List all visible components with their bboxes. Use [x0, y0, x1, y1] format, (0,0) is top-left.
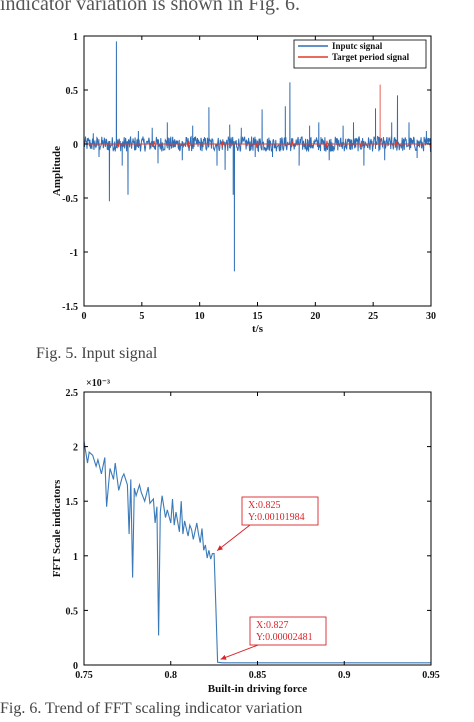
y-axis-multiplier: ×10⁻³ [86, 378, 110, 389]
data-tip-text: Y:0.00002481 [256, 632, 313, 643]
x-tick-label: 0 [82, 311, 87, 322]
legend-entry: Target period signal [332, 52, 410, 62]
x-tick-label: 25 [368, 311, 378, 322]
input-signal-plot-area [83, 41, 432, 272]
x-tick-label: 15 [253, 311, 263, 322]
x-tick-label: 0.75 [75, 670, 93, 681]
y-tick-label: -1 [70, 248, 78, 259]
fft-indicator-line [83, 441, 431, 664]
y-tick-label: 0 [73, 661, 78, 672]
y-tick-label: 0 [73, 140, 78, 151]
data-tip-arrowhead [217, 545, 223, 551]
y-tick-label: 2.5 [66, 388, 79, 399]
figure-6-caption: Fig. 6. Trend of FFT scaling indicator v… [0, 700, 303, 717]
x-tick-label: 30 [426, 311, 436, 322]
data-tip-arrowhead [220, 654, 227, 660]
legend-box [293, 39, 427, 69]
x-axis-label: Built-in driving force [208, 683, 308, 695]
y-tick-label: -0.5 [62, 194, 78, 205]
data-tip-arrow [216, 524, 251, 552]
body-text-fragment: indicator variation is shown in Fig. 6. [0, 0, 300, 15]
target-period-signal-line [83, 140, 431, 148]
x-tick-label: 10 [195, 311, 205, 322]
x-axis-label: t/s [252, 323, 264, 335]
x-tick-label: 0.95 [422, 670, 440, 681]
x-tick-label: 0.9 [338, 670, 351, 681]
x-tick-label: 20 [310, 311, 320, 322]
y-tick-label: 1 [73, 32, 78, 43]
y-tick-label: -1.5 [62, 302, 78, 313]
y-tick-label: 1 [73, 552, 78, 563]
data-tip-text: Y:0.00101984 [248, 512, 305, 523]
y-tick-label: 2 [73, 443, 78, 454]
y-tick-label: 0.5 [66, 86, 79, 97]
fft-axes: 0.75 0.8 0.85 0.9 0.95 0 0.5 1 1.5 2 2.5 ×10⁻³ Built… [51, 378, 440, 695]
y-axis-label: Amplitude [51, 146, 63, 196]
input-signal-chart: 0 5 10 15 20 25 3010.50-0.5-1-1.5t/sAmplitude … [51, 32, 436, 335]
input-signal-line [83, 41, 432, 272]
figure-5-caption: Fig. 5. Input signal [36, 345, 158, 362]
y-tick-label: 1.5 [66, 497, 79, 508]
y-axis-label: FFT Scale indicators [51, 479, 63, 577]
x-tick-label: 5 [139, 311, 144, 322]
legend-entry: Inputc signal [332, 41, 383, 51]
data-tip-box [241, 496, 319, 526]
data-tip-text: X:0.825 [248, 500, 281, 511]
input-signal-axes: 0 5 10 15 20 25 30 1 0.5 0 -0.5 -1 -1.5 t/s Amplitude [51, 32, 436, 335]
data-tip-box [249, 616, 327, 646]
fft-plot-area [83, 441, 431, 664]
data-tip-arrow [220, 644, 259, 660]
x-tick-label: 0.85 [249, 670, 267, 681]
data-tip-text: X:0.827 [256, 620, 289, 631]
x-tick-label: 0.8 [165, 670, 178, 681]
y-tick-label: 0.5 [66, 606, 79, 617]
